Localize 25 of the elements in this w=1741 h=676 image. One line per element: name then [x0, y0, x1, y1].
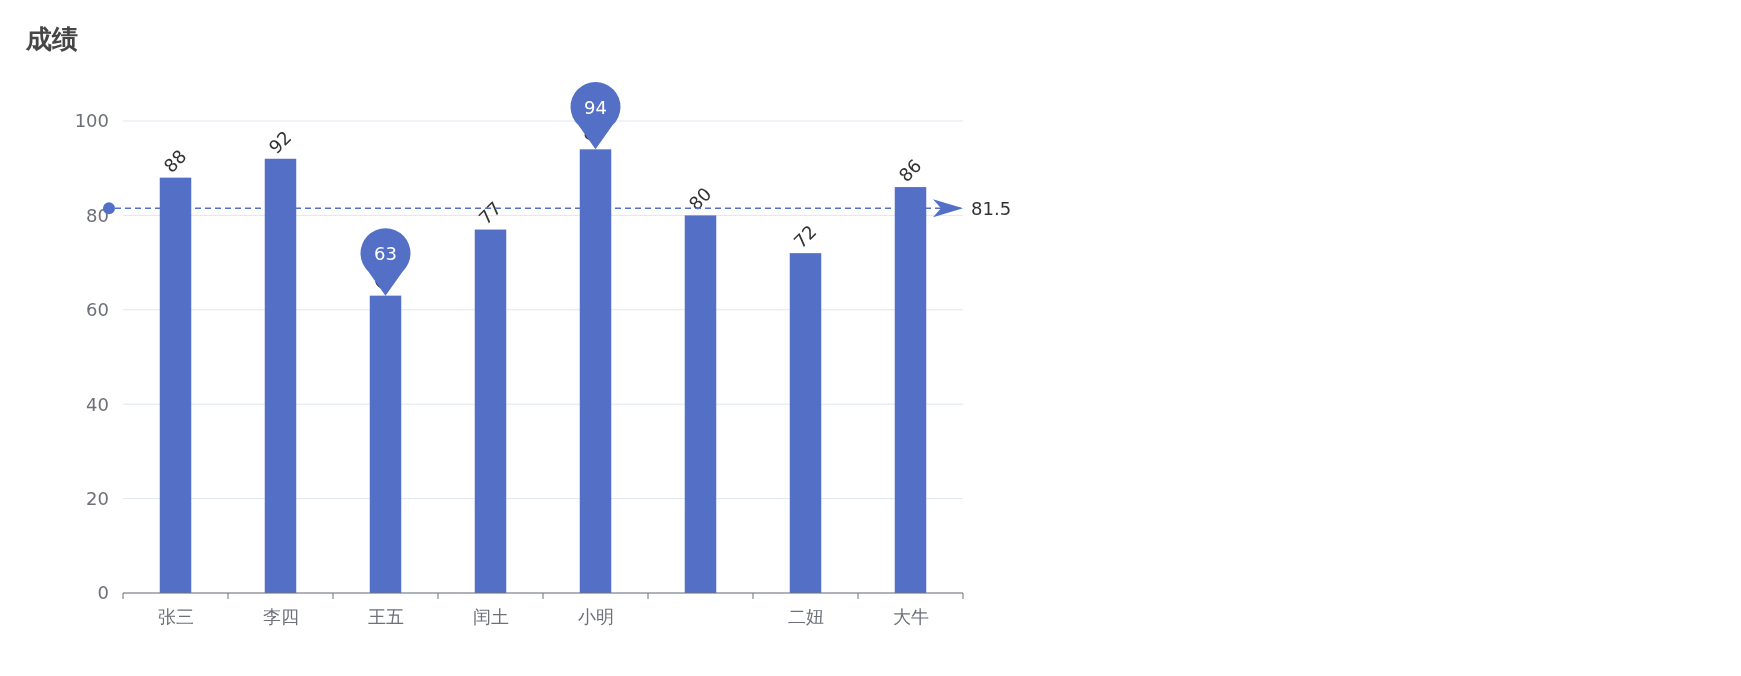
bar [789, 253, 822, 593]
x-tick-label: 张三 [157, 606, 194, 627]
bar [474, 229, 507, 593]
x-tick-label: 二妞 [787, 606, 824, 627]
y-tick-label: 40 [86, 393, 109, 415]
y-tick-label: 100 [74, 110, 109, 132]
data-label: 77 [474, 197, 506, 229]
chart-title: 成绩 [25, 24, 78, 54]
ref-line-label: 81.5 [971, 197, 1012, 219]
x-tick-label: 王五 [367, 606, 404, 627]
y-tick-label: 20 [86, 487, 109, 509]
data-label: 88 [159, 145, 191, 177]
annotation: 94 [584, 96, 607, 118]
data-label: 92 [264, 126, 296, 158]
y-tick-label: 60 [86, 299, 109, 321]
x-tick-label: 李四 [262, 606, 299, 627]
data-label: 80 [684, 183, 716, 215]
data-label: 72 [789, 220, 821, 252]
data-label: 86 [894, 154, 926, 186]
annotation: 63 [374, 242, 397, 264]
bar [684, 215, 717, 593]
x-tick-label: 大牛 [892, 606, 929, 627]
x-tick-label: 小明 [577, 606, 614, 627]
y-tick-label: 0 [97, 582, 109, 604]
x-tick-label: 闰土 [472, 606, 509, 627]
